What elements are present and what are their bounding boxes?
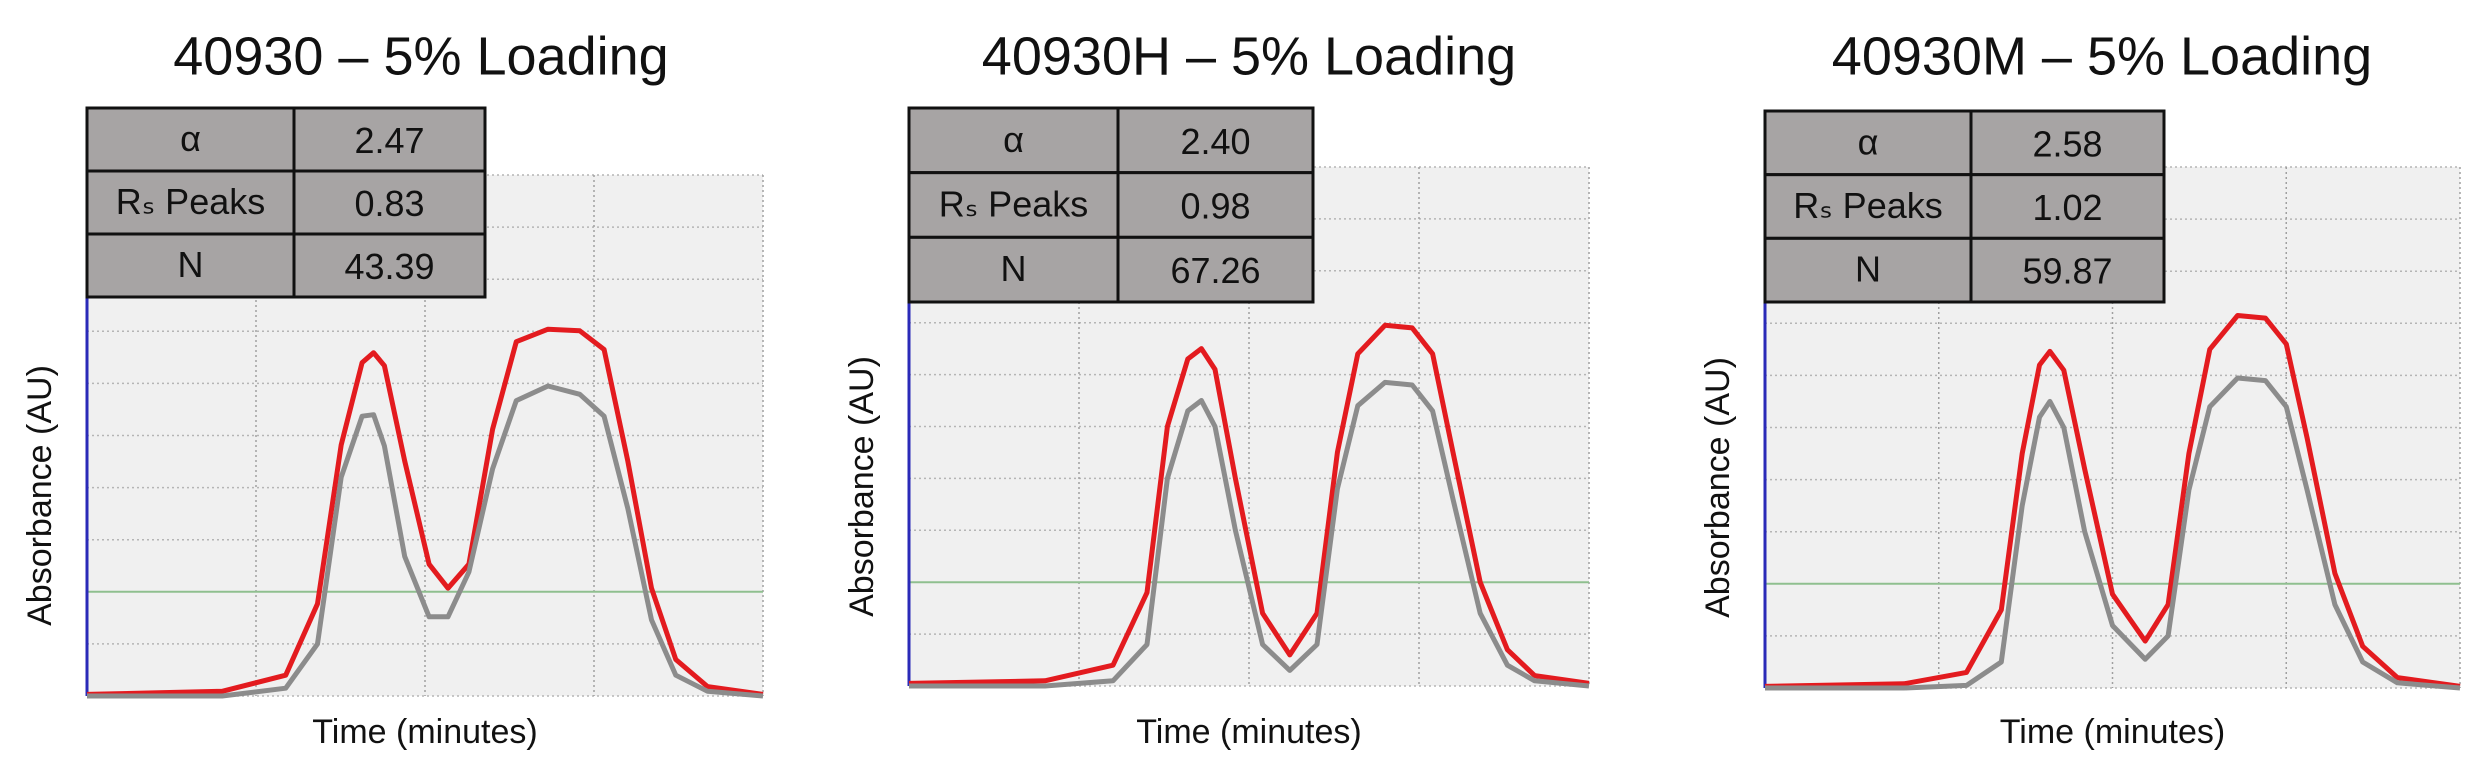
series-line [909, 379, 1590, 689]
table-cell [1763, 109, 1973, 177]
x-axis-label: Time (minutes) [2000, 713, 2225, 751]
table-value: 2.40 [1180, 121, 1250, 162]
table-cell [1116, 171, 1315, 239]
table-value: 0.98 [1180, 186, 1250, 227]
x-axis-label: Time (minutes) [312, 713, 537, 751]
table-label: Rₛ Peaks [1793, 185, 1942, 226]
table-value: 2.47 [354, 120, 424, 161]
table-label: α [1003, 119, 1024, 160]
table-label: Rₛ Peaks [116, 181, 265, 222]
table-cell [1969, 236, 2166, 304]
table-cell [1763, 236, 1973, 304]
series-line [908, 322, 1590, 686]
table-cell [1116, 106, 1315, 175]
table-value: 0.83 [354, 183, 424, 224]
table-value: 1.02 [2032, 187, 2102, 228]
table-label: Rₛ Peaks [939, 184, 1088, 225]
x-axis-label: Time (minutes) [1136, 713, 1361, 751]
table-label: N [178, 244, 204, 285]
table-value: 2.58 [2032, 123, 2102, 164]
table-label: α [1858, 121, 1879, 162]
series-line [1764, 313, 2461, 689]
table-label: α [180, 118, 201, 159]
chart-title: 40930H – 5% Loading [982, 26, 1516, 86]
table-label: N [1001, 248, 1027, 289]
series-line [87, 383, 764, 699]
table-cell [85, 232, 296, 299]
table-cell [292, 232, 487, 299]
table-cell [1116, 235, 1315, 304]
table-label: N [1855, 249, 1881, 290]
series-line [1765, 375, 2461, 691]
table-cell [907, 106, 1120, 175]
table-cell [907, 235, 1120, 304]
table-cell [1969, 109, 2166, 177]
y-axis-label: Absorbance (AU) [843, 356, 881, 617]
table-value: 43.39 [344, 246, 434, 287]
y-axis-label: Absorbance (AU) [21, 365, 59, 626]
table-value: 67.26 [1170, 250, 1260, 291]
table-cell [292, 169, 487, 236]
table-cell [292, 106, 487, 173]
chart-title: 40930M – 5% Loading [1832, 26, 2372, 86]
table-value: 59.87 [2022, 251, 2112, 292]
chart-title: 40930 – 5% Loading [173, 26, 668, 86]
series-line [86, 326, 764, 697]
y-axis-label: Absorbance (AU) [1699, 357, 1737, 618]
table-cell [907, 171, 1120, 239]
